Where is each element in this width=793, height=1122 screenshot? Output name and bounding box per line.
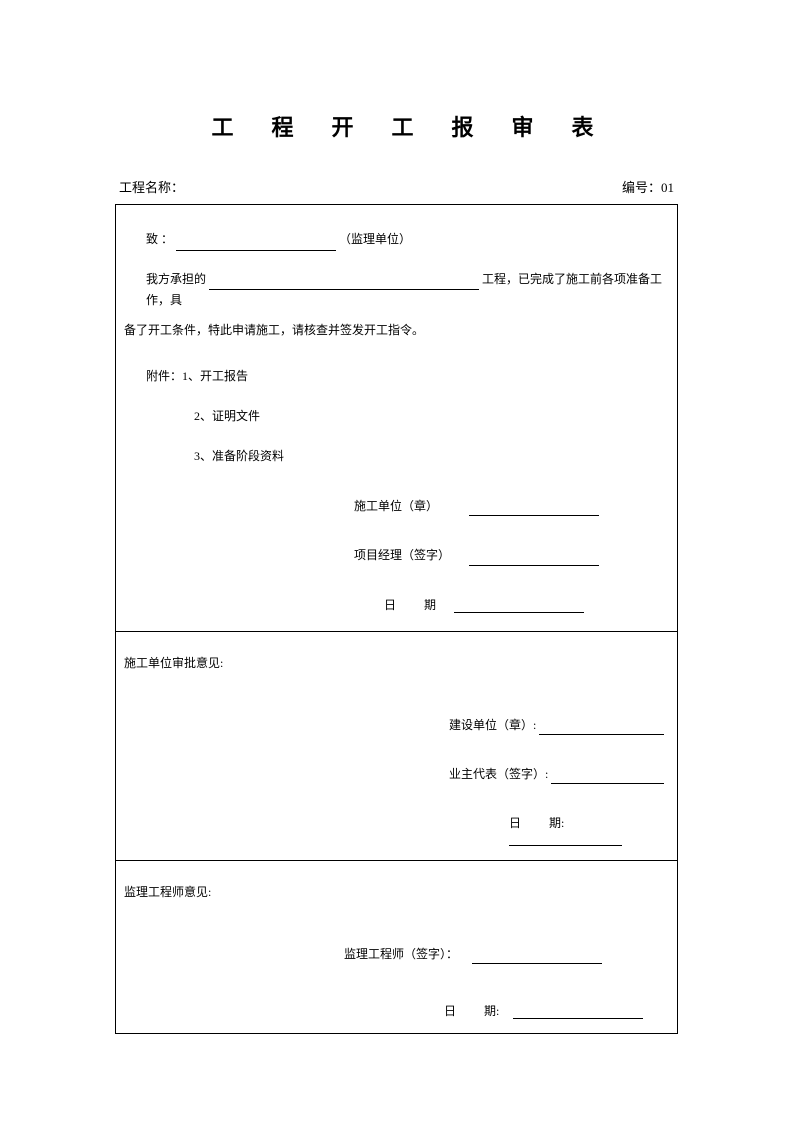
- section3-title: 监理工程师意见:: [124, 883, 669, 900]
- form-title: 工程开工报审表: [115, 110, 678, 142]
- owner-rep-blank[interactable]: [551, 783, 664, 784]
- build-unit-row: 建设单位（章）:: [124, 716, 669, 735]
- section2-title: 施工单位审批意见:: [124, 654, 669, 671]
- section3-date-blank[interactable]: [513, 1018, 643, 1019]
- section3-date-row: 日 期:: [124, 1002, 669, 1019]
- form-table: 致 ： （监理单位） 我方承担的 工程，已完成了施工前各项准备工作，具 备了开工…: [115, 204, 678, 1034]
- attachment-3: 3、准备阶段资料: [124, 446, 669, 468]
- attachment-1: 附件：1、开工报告: [124, 366, 669, 388]
- section2-date-blank[interactable]: [509, 845, 622, 846]
- section2-date-row: 日 期:: [124, 814, 669, 846]
- section-construction-approval: 施工单位审批意见: 建设单位（章）: 业主代表（签字）: 日 期:: [116, 632, 677, 861]
- build-unit-blank[interactable]: [539, 734, 664, 735]
- header-row: 工程名称： 编号：01: [115, 177, 678, 196]
- addressee-line: 致 ： （监理单位）: [124, 229, 669, 251]
- form-number: 编号：01: [622, 177, 674, 196]
- section1-date-blank[interactable]: [454, 612, 584, 613]
- attachment-2: 2、证明文件: [124, 406, 669, 428]
- addressee-blank[interactable]: [176, 250, 336, 251]
- project-blank[interactable]: [209, 289, 479, 290]
- body-line1: 我方承担的 工程，已完成了施工前各项准备工作，具: [124, 269, 669, 312]
- construction-unit-blank[interactable]: [469, 515, 599, 516]
- project-manager-row: 项目经理（签字）: [124, 546, 669, 565]
- attachments-block: 附件：1、开工报告 2、证明文件 3、准备阶段资料: [124, 366, 669, 467]
- engineer-blank[interactable]: [472, 963, 602, 964]
- body-line2: 备了开工条件，特此申请施工，请核查并签发开工指令。: [124, 320, 669, 342]
- project-manager-blank[interactable]: [469, 565, 599, 566]
- engineer-row: 监理工程师（签字）：: [124, 945, 669, 964]
- section-applicant: 致 ： （监理单位） 我方承担的 工程，已完成了施工前各项准备工作，具 备了开工…: [116, 205, 677, 632]
- project-name-label: 工程名称：: [119, 177, 184, 196]
- section-supervisor: 监理工程师意见: 监理工程师（签字）： 日 期:: [116, 861, 677, 1033]
- owner-rep-row: 业主代表（签字）:: [124, 765, 669, 784]
- section1-date-row: 日 期: [124, 596, 669, 613]
- construction-unit-row: 施工单位（章）: [124, 497, 669, 516]
